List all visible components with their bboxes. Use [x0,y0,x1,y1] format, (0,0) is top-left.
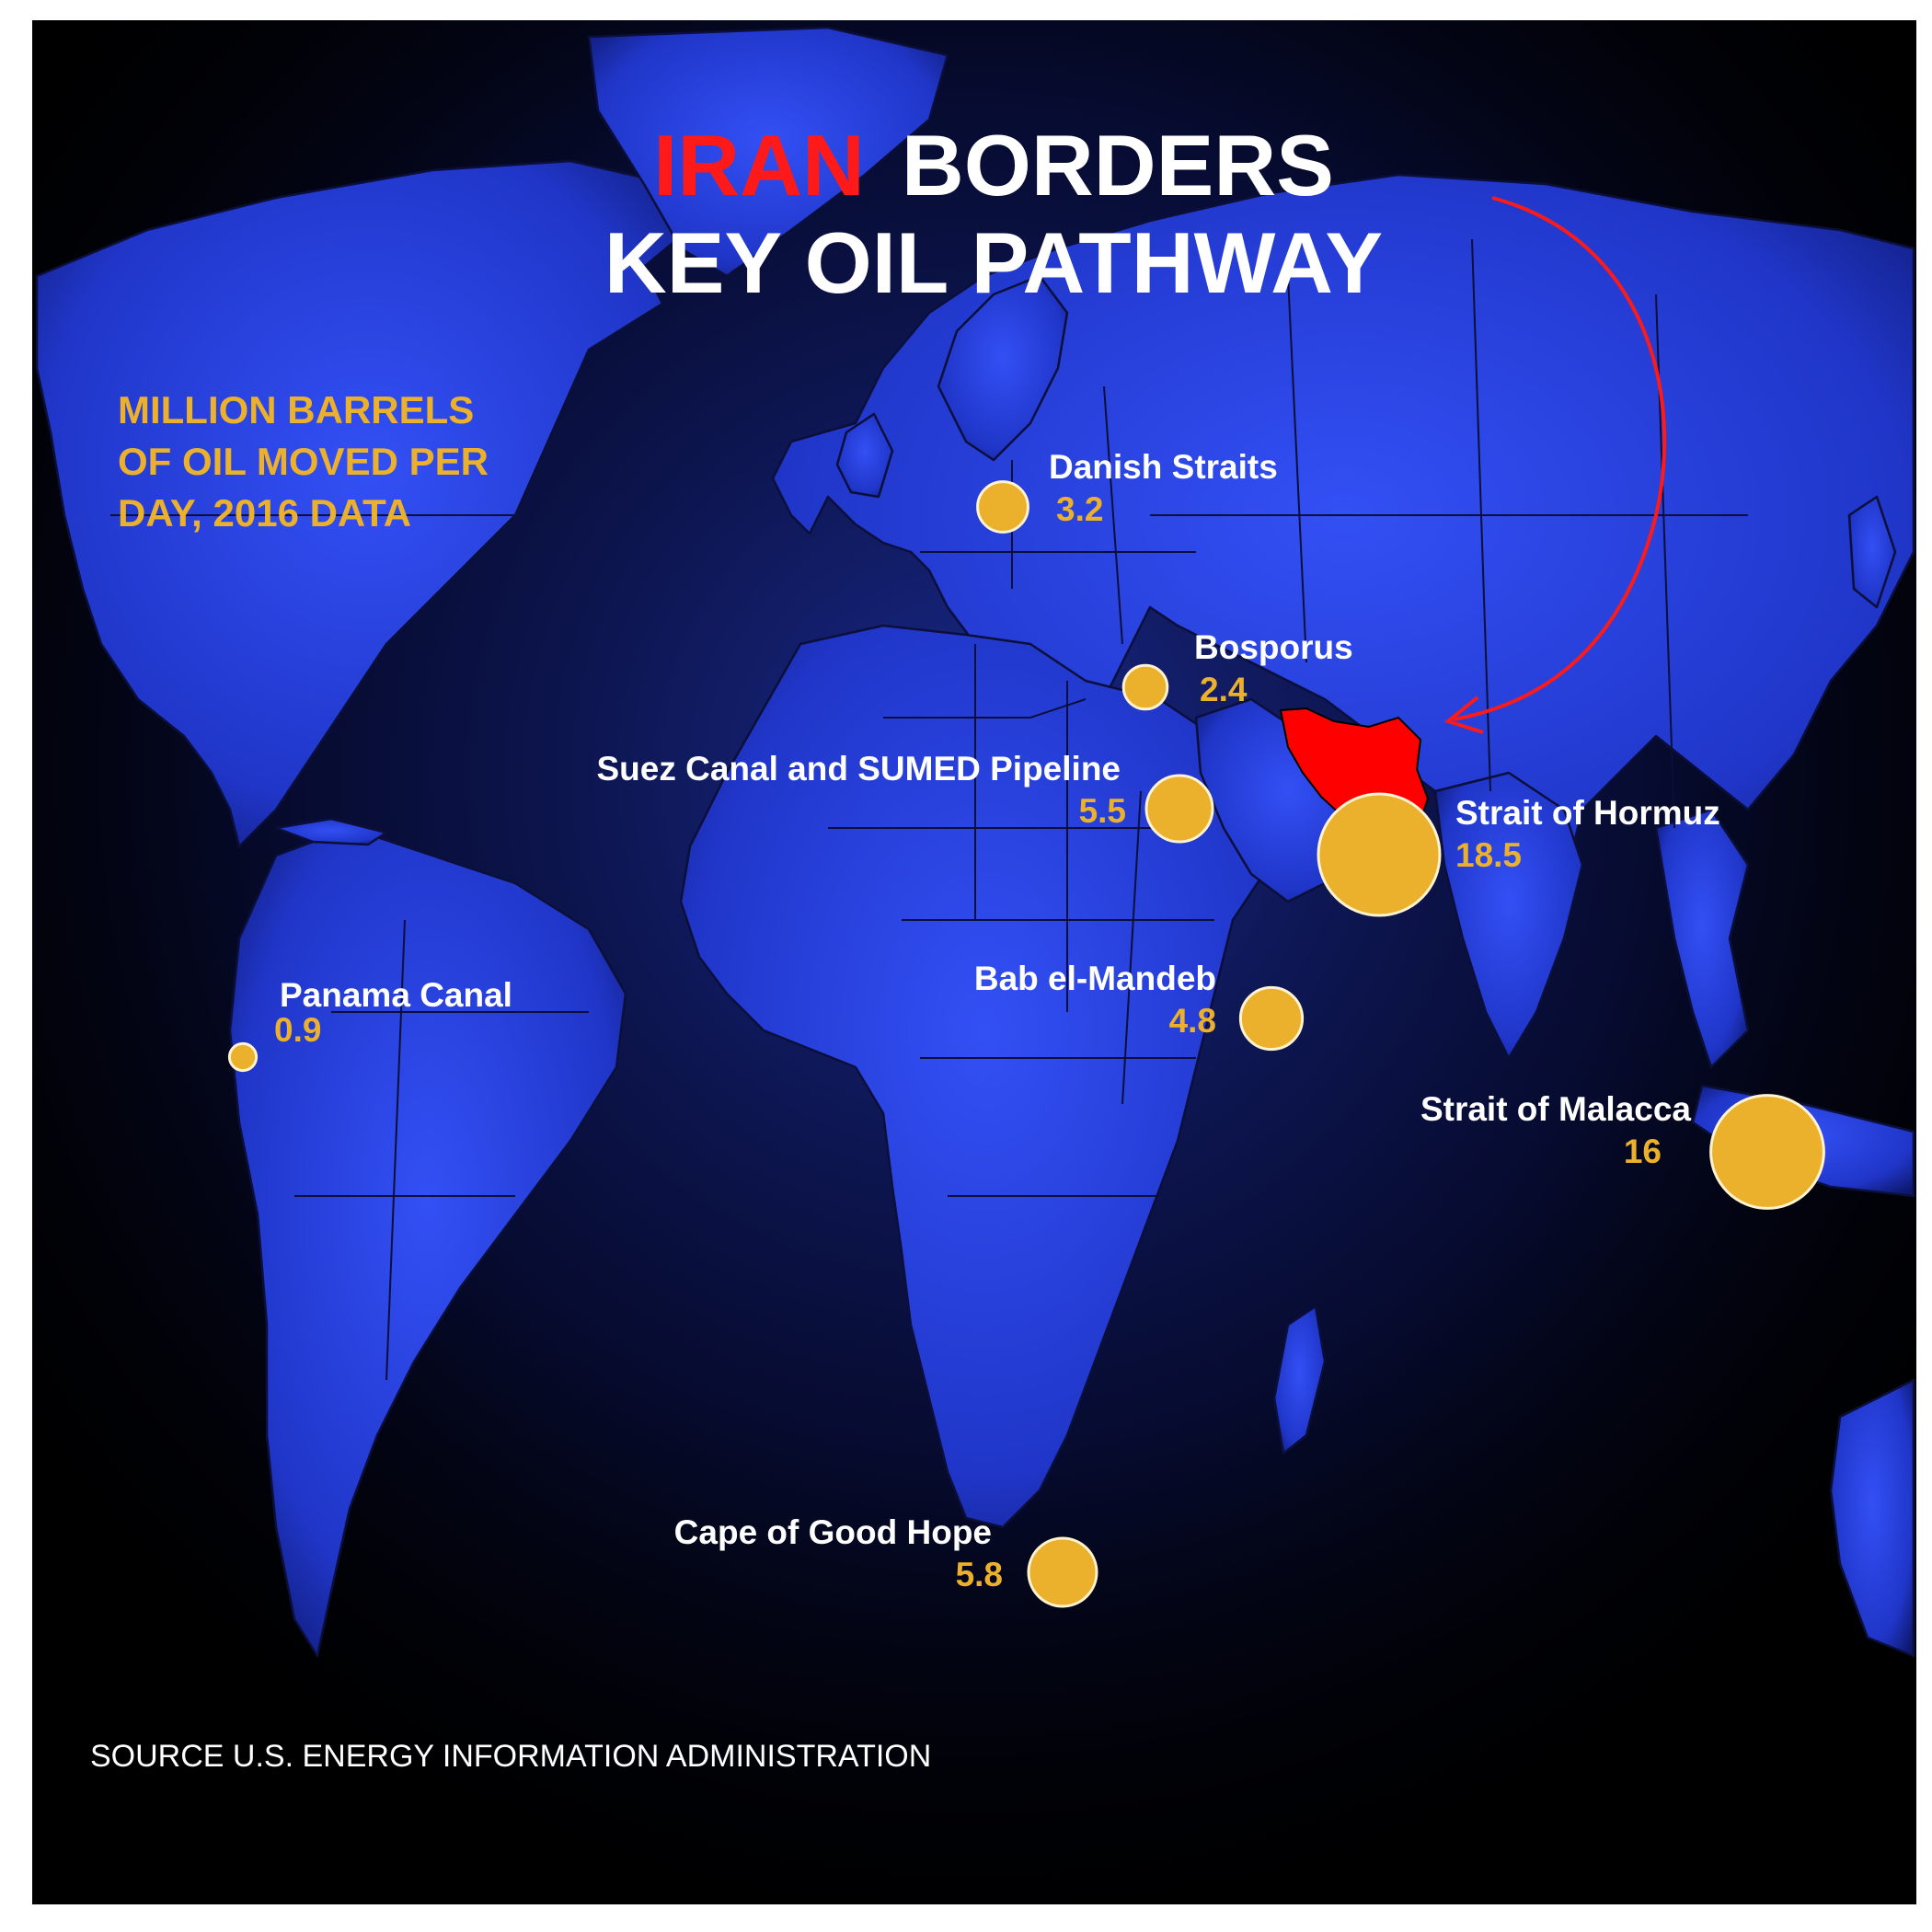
continents [35,26,1915,1658]
bubble-danish-straits [976,480,1029,534]
pointer-arrowhead [1443,696,1484,734]
bubble-bosporus [1121,663,1169,711]
chokepoint-danish-straits: Danish Straits 3.2 [976,448,1278,534]
units-note-line-3: DAY, 2016 DATA [118,491,411,535]
label-cape-of-good-hope: Cape of Good Hope [674,1513,992,1551]
greenland [587,26,949,278]
value-malacca: 16 [1624,1133,1662,1170]
title-word-borders: BORDERS [902,117,1334,213]
chokepoint-malacca: Strait of Malacca 16 [1420,1090,1825,1210]
value-bab-el-mandeb: 4.8 [1169,1002,1216,1040]
value-suez: 5.5 [1079,792,1126,830]
title-word-iran: IRAN [653,117,865,213]
bubble-suez [1144,774,1214,844]
units-note: MILLION BARRELS OF OIL MOVED PER DAY, 20… [118,388,489,535]
units-note-line-2: OF OIL MOVED PER [118,440,489,483]
southeast-asia [1654,808,1750,1069]
value-panama: 0.9 [274,1011,321,1049]
label-hormuz: Strait of Hormuz [1455,794,1720,832]
value-hormuz: 18.5 [1455,836,1522,874]
bubble-cape-of-good-hope [1027,1536,1098,1608]
scandinavia [937,274,1069,462]
label-danish-straits: Danish Straits [1049,448,1278,486]
value-cape-of-good-hope: 5.8 [956,1556,1003,1593]
title-line-1: IRAN BORDERS [653,117,1334,213]
british-isles [835,412,894,499]
bubble-bab-el-mandeb [1238,985,1305,1052]
label-bab-el-mandeb: Bab el-Mandeb [974,960,1216,997]
australia [1829,1378,1915,1658]
japan [1847,495,1897,609]
south-america [228,826,627,1658]
label-panama: Panama Canal [280,976,512,1014]
cuba-caribbean [274,817,388,846]
units-note-line-1: MILLION BARRELS [118,388,474,431]
chokepoints: Danish Straits 3.2 Bosporus 2.4 Suez Can… [227,448,1825,1608]
value-bosporus: 2.4 [1200,671,1248,708]
label-malacca: Strait of Malacca [1420,1090,1691,1128]
chokepoint-cape-of-good-hope: Cape of Good Hope 5.8 [674,1513,1098,1608]
pointer-arrow [1453,196,1667,721]
source-note: SOURCE U.S. ENERGY INFORMATION ADMINISTR… [90,1739,931,1774]
label-suez: Suez Canal and SUMED Pipeline [596,750,1121,788]
bubble-panama [227,1041,259,1073]
madagascar [1272,1305,1327,1455]
bubble-hormuz [1317,792,1442,917]
value-danish-straits: 3.2 [1056,490,1103,528]
chokepoint-hormuz: Strait of Hormuz 18.5 [1317,792,1720,917]
chokepoint-suez: Suez Canal and SUMED Pipeline 5.5 [596,750,1214,844]
label-bosporus: Bosporus [1194,628,1353,666]
chokepoint-bosporus: Bosporus 2.4 [1121,628,1353,711]
chokepoint-bab-el-mandeb: Bab el-Mandeb 4.8 [974,960,1305,1052]
chokepoint-panama: Panama Canal 0.9 [227,976,512,1073]
bubble-malacca [1709,1094,1825,1210]
title-line-2: KEY OIL PATHWAY [604,214,1383,311]
indian-subcontinent [1433,771,1584,1060]
country-borders [110,238,1748,1381]
